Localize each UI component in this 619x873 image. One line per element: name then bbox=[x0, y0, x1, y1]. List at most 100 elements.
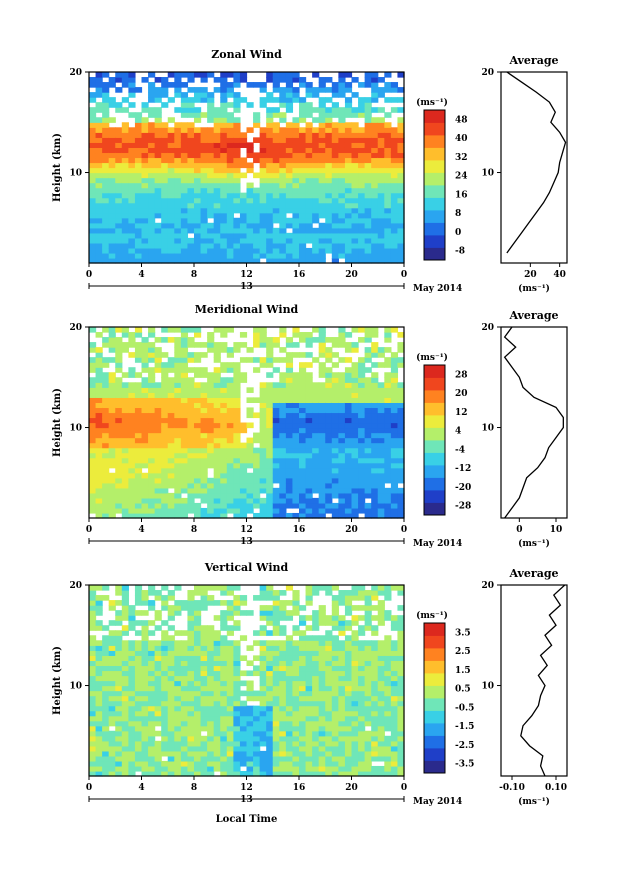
heatmap-cell bbox=[285, 695, 294, 702]
heatmap-cell bbox=[331, 377, 339, 383]
heatmap-cell bbox=[180, 97, 189, 103]
heatmap-cell bbox=[174, 207, 182, 214]
heatmap-cell bbox=[154, 432, 162, 439]
heatmap-cell bbox=[338, 182, 346, 189]
heatmap-cell bbox=[338, 512, 346, 519]
heatmap-cell bbox=[89, 437, 97, 444]
x-tick-label: 4 bbox=[138, 270, 144, 280]
heatmap-cell bbox=[102, 247, 110, 254]
heatmap-cell bbox=[384, 670, 392, 677]
heatmap-cell bbox=[259, 585, 267, 591]
heatmap-cell bbox=[338, 735, 346, 742]
heatmap-cell bbox=[213, 735, 221, 742]
heatmap-cell bbox=[213, 397, 221, 403]
heatmap-cell bbox=[233, 422, 241, 429]
heatmap-cell bbox=[377, 107, 385, 113]
heatmap-cell bbox=[292, 755, 300, 762]
heatmap-cell bbox=[174, 650, 182, 656]
heatmap-cell bbox=[285, 72, 294, 78]
heatmap-cell bbox=[180, 685, 189, 692]
heatmap-cell bbox=[325, 630, 333, 636]
heatmap-cell bbox=[338, 132, 346, 138]
heatmap-cell bbox=[187, 242, 195, 249]
heatmap-cell bbox=[167, 467, 175, 474]
heatmap-cell bbox=[371, 725, 379, 732]
heatmap-cell bbox=[108, 497, 116, 504]
date-label: May 2014 bbox=[413, 284, 462, 294]
heatmap-cell bbox=[167, 437, 175, 444]
heatmap-cell bbox=[161, 605, 169, 611]
heatmap-cell bbox=[358, 745, 366, 752]
heatmap-cell bbox=[259, 665, 267, 672]
heatmap-cell bbox=[351, 172, 359, 179]
heatmap-cell bbox=[108, 457, 116, 464]
heatmap-cell bbox=[358, 207, 366, 214]
heatmap-cell bbox=[371, 332, 379, 338]
heatmap-cell bbox=[207, 407, 215, 414]
heatmap-cell bbox=[213, 107, 221, 113]
heatmap-cell bbox=[207, 147, 215, 154]
heatmap-cell bbox=[338, 502, 346, 509]
heatmap-cell bbox=[161, 367, 169, 373]
heatmap-cell bbox=[154, 645, 162, 651]
heatmap-cell bbox=[384, 422, 392, 429]
heatmap-cell bbox=[390, 720, 399, 727]
heatmap-cell bbox=[207, 412, 215, 419]
heatmap-cell bbox=[102, 242, 110, 249]
heatmap-cell bbox=[233, 472, 241, 479]
heatmap-cell bbox=[141, 770, 149, 777]
heatmap-cell bbox=[246, 242, 254, 249]
heatmap-cell bbox=[134, 232, 143, 239]
x-tick-label: 20 bbox=[345, 783, 358, 793]
heatmap-cell bbox=[233, 392, 241, 398]
profile-x-label: (ms⁻¹) bbox=[518, 796, 550, 807]
heatmap-cell bbox=[148, 162, 156, 169]
heatmap-cell bbox=[161, 147, 169, 154]
heatmap-cell bbox=[239, 680, 248, 687]
heatmap-cell bbox=[351, 257, 359, 264]
heatmap-cell bbox=[187, 740, 195, 747]
heatmap-cell bbox=[299, 750, 307, 757]
heatmap-cell bbox=[141, 162, 149, 169]
colorbar-swatch bbox=[424, 160, 445, 173]
heatmap-cell bbox=[331, 512, 339, 519]
heatmap-cell bbox=[384, 397, 392, 403]
heatmap-cell bbox=[338, 497, 346, 504]
heatmap-cell bbox=[266, 112, 274, 118]
heatmap-cell bbox=[338, 482, 346, 489]
heatmap-cell bbox=[325, 107, 333, 113]
heatmap-cell bbox=[259, 202, 267, 209]
heatmap-cell bbox=[134, 327, 143, 333]
heatmap-cell bbox=[397, 650, 405, 656]
heatmap-cell bbox=[154, 182, 162, 189]
heatmap-cell bbox=[318, 610, 326, 616]
heatmap-cell bbox=[89, 132, 97, 138]
heatmap-cell bbox=[148, 377, 156, 383]
heatmap-cell bbox=[200, 437, 208, 444]
heatmap-cell bbox=[161, 392, 169, 398]
heatmap-cell bbox=[187, 197, 195, 204]
heatmap-cell bbox=[141, 497, 149, 504]
heatmap-cell bbox=[194, 650, 202, 656]
heatmap-cell bbox=[364, 252, 372, 259]
heatmap-cell bbox=[239, 452, 248, 459]
heatmap-cell bbox=[305, 407, 313, 414]
heatmap-cell bbox=[272, 437, 280, 444]
heatmap-cell bbox=[102, 720, 110, 727]
heatmap-cell bbox=[102, 467, 110, 474]
heatmap-cell bbox=[292, 750, 300, 757]
heatmap-cell bbox=[207, 725, 215, 732]
heatmap-cell bbox=[207, 132, 215, 138]
heatmap-cell bbox=[338, 192, 346, 199]
heatmap-cell bbox=[299, 132, 307, 138]
colorbar-swatch bbox=[424, 465, 445, 478]
heatmap-cell bbox=[377, 447, 385, 454]
heatmap-cell bbox=[200, 680, 208, 687]
heatmap-cell bbox=[115, 447, 123, 454]
heatmap-cell bbox=[141, 442, 149, 449]
heatmap-cell bbox=[128, 412, 136, 419]
heatmap-cell bbox=[161, 202, 169, 209]
heatmap-cell bbox=[128, 222, 136, 229]
heatmap-cell bbox=[154, 610, 162, 616]
heatmap-cell bbox=[318, 327, 326, 333]
